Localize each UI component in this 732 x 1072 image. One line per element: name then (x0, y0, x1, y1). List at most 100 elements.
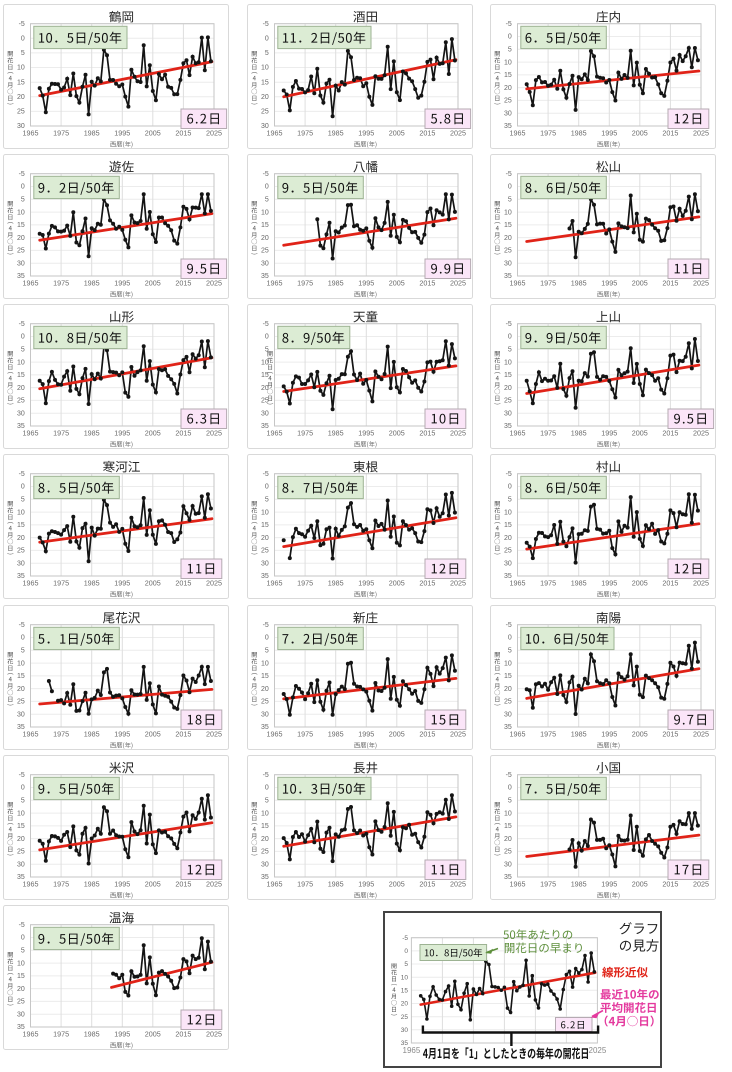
svg-text:15: 15 (261, 673, 269, 680)
svg-text:30: 30 (261, 861, 269, 868)
svg-text:-5: -5 (262, 772, 268, 779)
svg-text:30: 30 (17, 1012, 25, 1019)
svg-text:10: 10 (17, 209, 25, 216)
svg-text:30: 30 (504, 861, 512, 868)
svg-text:1985: 1985 (327, 579, 343, 588)
svg-text:-5: -5 (506, 321, 512, 328)
svg-text:20: 20 (17, 94, 25, 101)
svg-text:25: 25 (401, 1014, 409, 1021)
svg-text:1985: 1985 (83, 1030, 99, 1039)
svg-text:1965: 1965 (510, 278, 526, 287)
svg-text:0: 0 (20, 334, 24, 341)
svg-text:2025: 2025 (693, 579, 709, 588)
svg-text:-5: -5 (18, 471, 24, 478)
svg-text:1975: 1975 (53, 429, 69, 438)
svg-text:1965: 1965 (266, 429, 282, 438)
svg-text:1985: 1985 (327, 278, 343, 287)
svg-text:30: 30 (261, 410, 269, 417)
svg-text:1975: 1975 (540, 880, 556, 889)
svg-text:2025: 2025 (206, 128, 222, 137)
svg-text:15: 15 (261, 522, 269, 529)
svg-text:5: 5 (20, 497, 24, 504)
svg-text:2015: 2015 (662, 729, 678, 738)
svg-text:20: 20 (17, 986, 25, 993)
svg-text:1975: 1975 (297, 880, 313, 889)
svg-text:2025: 2025 (450, 880, 466, 889)
svg-text:1965: 1965 (266, 729, 282, 738)
svg-text:20: 20 (17, 685, 25, 692)
svg-text:1985: 1985 (83, 278, 99, 287)
svg-text:1975: 1975 (297, 128, 313, 137)
svg-text:1975: 1975 (297, 729, 313, 738)
svg-text:0: 0 (508, 183, 512, 190)
svg-text:1965: 1965 (510, 729, 526, 738)
svg-text:2005: 2005 (632, 729, 648, 738)
svg-text:0: 0 (404, 948, 408, 955)
svg-text:1965: 1965 (266, 128, 282, 137)
svg-text:35: 35 (17, 574, 25, 581)
svg-text:15: 15 (17, 973, 25, 980)
svg-text:35: 35 (261, 423, 269, 430)
svg-text:2005: 2005 (632, 128, 648, 137)
svg-text:2005: 2005 (632, 429, 648, 438)
svg-text:20: 20 (261, 685, 269, 692)
svg-text:2015: 2015 (662, 579, 678, 588)
svg-text:10: 10 (504, 209, 512, 216)
svg-text:1965: 1965 (22, 278, 38, 287)
svg-text:30: 30 (17, 711, 25, 718)
svg-text:2005: 2005 (632, 278, 648, 287)
svg-text:25: 25 (17, 698, 25, 705)
svg-text:5: 5 (264, 347, 268, 354)
svg-text:-5: -5 (506, 20, 512, 27)
svg-text:35: 35 (17, 273, 25, 280)
svg-text:5: 5 (264, 50, 268, 57)
svg-text:30: 30 (17, 861, 25, 868)
svg-text:0: 0 (508, 484, 512, 491)
svg-text:30: 30 (17, 561, 25, 568)
svg-text:20: 20 (504, 235, 512, 242)
svg-text:2025: 2025 (206, 880, 222, 889)
svg-text:2005: 2005 (388, 278, 404, 287)
svg-text:2015: 2015 (662, 429, 678, 438)
svg-text:1975: 1975 (53, 579, 69, 588)
svg-text:1985: 1985 (571, 579, 587, 588)
svg-text:20: 20 (261, 235, 269, 242)
svg-text:-5: -5 (506, 171, 512, 178)
svg-text:-5: -5 (262, 20, 268, 27)
svg-text:1985: 1985 (327, 880, 343, 889)
svg-text:0: 0 (508, 634, 512, 641)
svg-text:2015: 2015 (419, 880, 435, 889)
svg-text:25: 25 (504, 548, 512, 555)
svg-text:5: 5 (404, 961, 408, 968)
svg-text:2005: 2005 (632, 579, 648, 588)
svg-text:-5: -5 (18, 20, 24, 27)
svg-text:1995: 1995 (114, 1030, 130, 1039)
svg-text:1985: 1985 (571, 278, 587, 287)
svg-text:10: 10 (261, 660, 269, 667)
svg-text:35: 35 (504, 574, 512, 581)
svg-text:1995: 1995 (114, 729, 130, 738)
svg-text:20: 20 (504, 385, 512, 392)
svg-text:5: 5 (20, 798, 24, 805)
svg-text:30: 30 (504, 410, 512, 417)
svg-text:30: 30 (261, 711, 269, 718)
svg-text:1965: 1965 (22, 880, 38, 889)
svg-text:2025: 2025 (450, 429, 466, 438)
svg-text:25: 25 (504, 247, 512, 254)
svg-text:30: 30 (504, 110, 512, 117)
svg-text:5: 5 (508, 46, 512, 53)
svg-text:30: 30 (261, 123, 269, 130)
svg-text:0: 0 (264, 334, 268, 341)
svg-text:0: 0 (20, 935, 24, 942)
svg-text:2015: 2015 (175, 579, 191, 588)
svg-text:5: 5 (20, 647, 24, 654)
svg-text:5: 5 (508, 196, 512, 203)
svg-text:2015: 2015 (419, 579, 435, 588)
svg-text:2005: 2005 (388, 128, 404, 137)
svg-text:1985: 1985 (571, 128, 587, 137)
svg-text:5: 5 (508, 347, 512, 354)
svg-text:25: 25 (504, 398, 512, 405)
svg-text:20: 20 (261, 94, 269, 101)
svg-text:2025: 2025 (693, 429, 709, 438)
svg-text:15: 15 (17, 673, 25, 680)
